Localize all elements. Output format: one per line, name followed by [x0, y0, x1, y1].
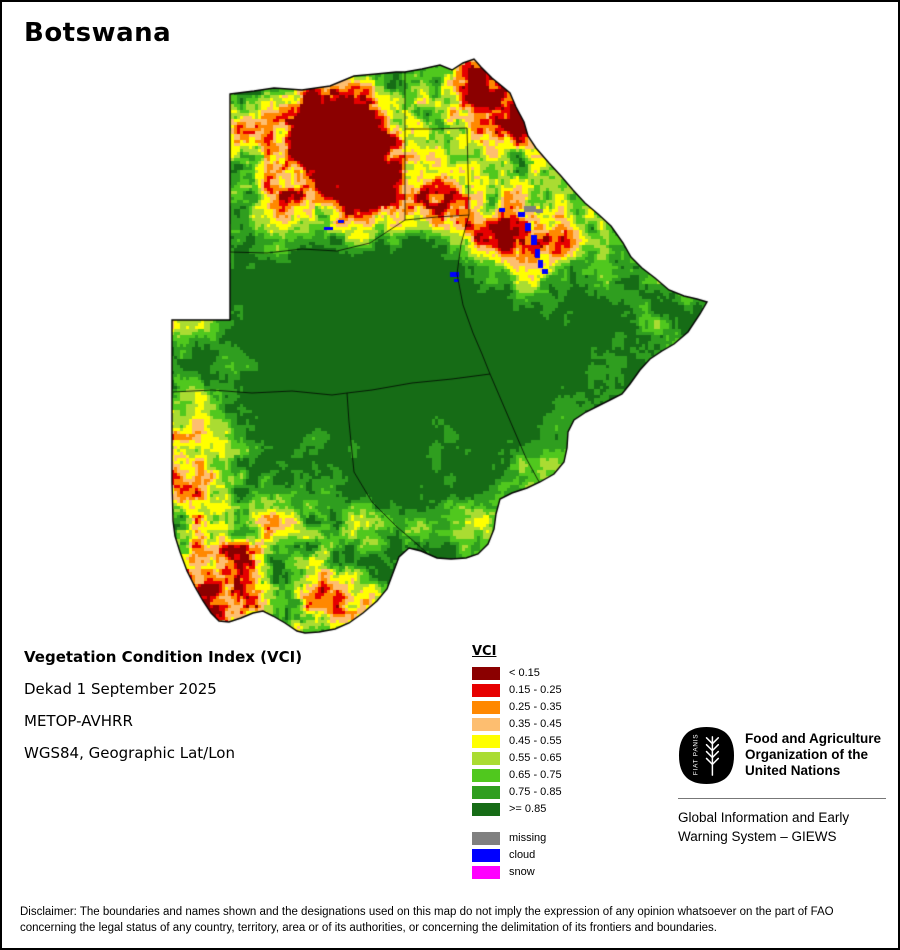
legend-row-snow: snow: [472, 866, 562, 879]
legend-row-0.55-0.65: 0.55 - 0.65: [472, 752, 562, 765]
fao-org-name: Food and Agriculture Organization of the…: [745, 726, 881, 780]
legend-row-0.75-0.85: 0.75 - 0.85: [472, 786, 562, 799]
legend-row-0.25-0.35: 0.25 - 0.35: [472, 701, 562, 714]
legend-label: 0.55 - 0.65: [509, 752, 562, 764]
map-info-dekad: Dekad 1 September 2025: [24, 680, 217, 698]
legend-label: 0.45 - 0.55: [509, 735, 562, 747]
fao-logo-row: FIAT PANIS Food and Agriculture Organiza…: [678, 726, 888, 785]
legend-color-swatch: [472, 752, 500, 765]
fao-org-line: Food and Agriculture: [745, 731, 881, 746]
legend-entries: < 0.15 0.15 - 0.25 0.25 - 0.35 0.35 - 0.45 0…: [472, 667, 562, 816]
legend-label: missing: [509, 832, 547, 844]
giews-label: Global Information and Early Warning Sys…: [678, 809, 888, 847]
giews-line: Warning System – GIEWS: [678, 828, 837, 844]
fao-org-line: Organization of the: [745, 747, 868, 763]
fao-divider: [678, 798, 886, 799]
legend-row-0.15-0.25: 0.15 - 0.25: [472, 684, 562, 697]
map-info-sensor: METOP-AVHRR: [24, 712, 133, 730]
legend-title: VCI: [472, 644, 497, 659]
legend-row--0.85: >= 0.85: [472, 803, 562, 816]
legend-color-swatch: [472, 667, 500, 680]
legend-label: cloud: [509, 849, 536, 861]
legend-color-swatch: [472, 718, 500, 731]
legend-label: 0.65 - 0.75: [509, 769, 562, 781]
legend-label: 0.75 - 0.85: [509, 786, 562, 798]
map-info-block: Vegetation Condition Index (VCI) Dekad 1…: [24, 648, 302, 776]
page-title: Botswana: [24, 18, 172, 48]
legend-color-swatch: [472, 735, 500, 748]
legend-extra-entries: missing cloud snow: [472, 832, 562, 879]
legend-label: >= 0.85: [509, 803, 547, 815]
disclaimer-line: concerning the legal status of any count…: [20, 921, 717, 934]
map-info-index-name: Vegetation Condition Index (VCI): [24, 648, 303, 666]
legend-color-swatch: [472, 849, 500, 862]
fao-logo-motto: FIAT PANIS: [693, 734, 700, 776]
legend-color-swatch: [472, 769, 500, 782]
legend-row-missing: missing: [472, 832, 562, 845]
map-info-projection: WGS84, Geographic Lat/Lon: [24, 744, 235, 762]
legend-label: < 0.15: [509, 667, 540, 679]
legend-row-0.45-0.55: 0.45 - 0.55: [472, 735, 562, 748]
legend-label: 0.35 - 0.45: [509, 718, 562, 730]
legend-color-swatch: [472, 832, 500, 845]
legend-label: 0.25 - 0.35: [509, 701, 562, 713]
legend-row-cloud: cloud: [472, 849, 562, 862]
legend-row-0.35-0.45: 0.35 - 0.45: [472, 718, 562, 731]
disclaimer-text: Disclaimer: The boundaries and names sho…: [20, 905, 888, 936]
fao-block: FIAT PANIS Food and Agriculture Organiza…: [678, 726, 888, 847]
giews-line: Global Information and Early: [678, 810, 850, 825]
legend-label: 0.15 - 0.25: [509, 684, 562, 696]
legend-color-swatch: [472, 701, 500, 714]
legend-row-0.65-0.75: 0.65 - 0.75: [472, 769, 562, 782]
vci-legend: VCI < 0.15 0.15 - 0.25 0.25 - 0.35 0.35 - 0…: [472, 644, 562, 883]
legend-label: snow: [509, 866, 535, 878]
legend-color-swatch: [472, 684, 500, 697]
disclaimer-line: Disclaimer: The boundaries and names sho…: [20, 906, 834, 918]
legend-color-swatch: [472, 803, 500, 816]
legend-color-swatch: [472, 786, 500, 799]
fao-org-line: United Nations: [745, 763, 841, 779]
legend-color-swatch: [472, 866, 500, 879]
fao-logo-icon: FIAT PANIS: [678, 727, 735, 784]
legend-row--0.15: < 0.15: [472, 667, 562, 680]
